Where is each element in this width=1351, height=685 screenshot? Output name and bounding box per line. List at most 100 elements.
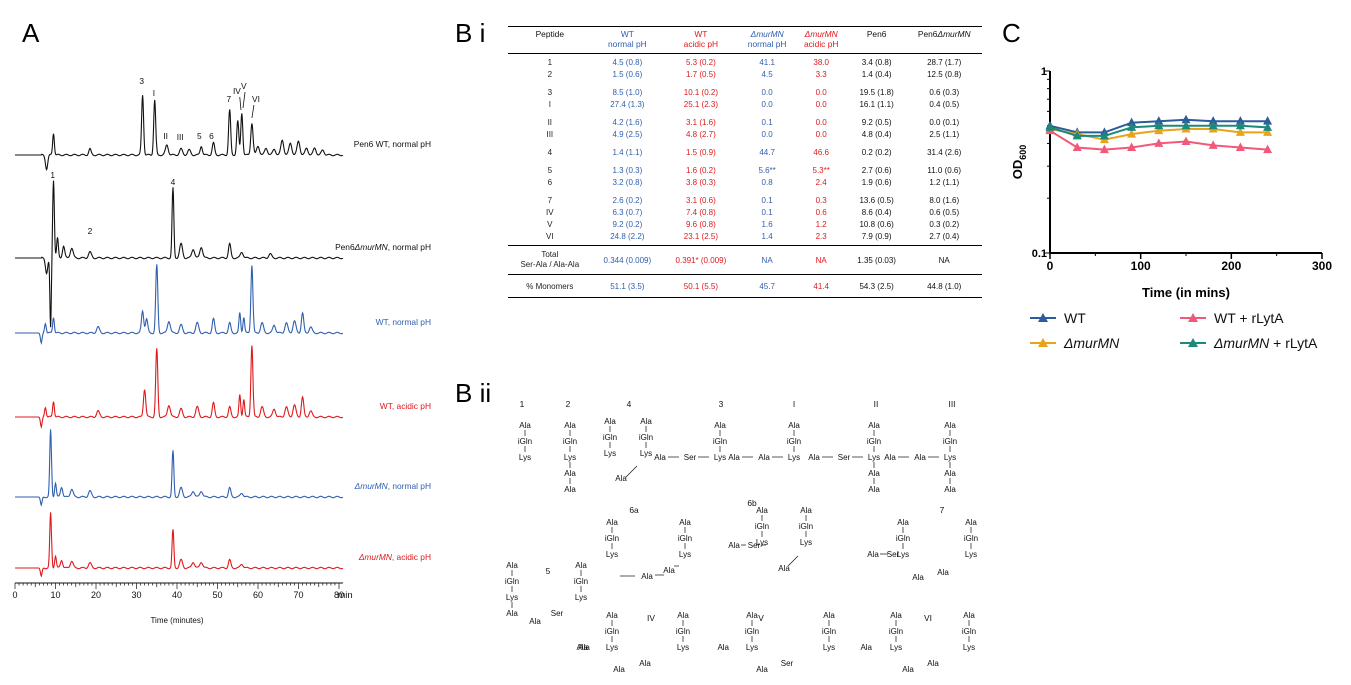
- value-cell: 0.1: [761, 117, 773, 127]
- residue-label: Ala: [890, 611, 902, 620]
- chromatogram-panel: Pen6 WT, normal pH Pen6ΔmurMN, normal pH W…: [0, 0, 470, 680]
- data-point-marker: [1127, 122, 1137, 131]
- legend-item: WT: [1030, 310, 1086, 326]
- residue-label: Ala: [576, 643, 588, 652]
- residue-label: Ala: [927, 659, 939, 668]
- x-tick-label: 200: [1221, 259, 1241, 273]
- residue-label: Ala: [728, 453, 740, 462]
- x-tick-label: 0: [12, 590, 17, 600]
- residue-label: Ala: [679, 518, 691, 527]
- residue-label: Ala: [912, 573, 924, 582]
- residue-label: Lys: [679, 550, 691, 559]
- residue-label: Ala: [868, 421, 880, 430]
- value-cell: 0.4 (0.5): [929, 99, 960, 109]
- label-line: Ser-Ala / Ala-Ala: [520, 260, 580, 269]
- value-cell: 4.2 (1.6): [612, 117, 643, 127]
- residue-label: Lys: [746, 643, 758, 652]
- peak-label: 4: [171, 177, 176, 187]
- data-point-marker: [1127, 142, 1137, 151]
- structure-number: IV: [647, 613, 655, 623]
- table-header: Pen6: [847, 27, 907, 54]
- table-row: II 4.2 (1.6) 3.1 (1.6) 0.1 0.0 9.2 (0.5) 0.0 (…: [508, 116, 982, 128]
- growth-chart-svg: 0.1 1 0 100 200 300 OD600 Time (in mins): [1010, 66, 1332, 300]
- value-cell: 2.3: [815, 231, 827, 241]
- table-row: 7 2.6 (0.2) 3.1 (0.6) 0.1 0.3 13.6 (0.5) 8.0 (…: [508, 194, 982, 206]
- value-cell: 19.5 (1.8): [859, 87, 894, 97]
- residue-label: Ala: [800, 506, 812, 515]
- y-tick-label: 1: [1041, 66, 1047, 78]
- residue-label: Ser: [684, 453, 697, 462]
- peptide-name-cell: 4: [547, 147, 553, 157]
- table-header-line: ΔmurMN: [804, 29, 838, 39]
- value-cell: 1.2 (1.1): [929, 177, 960, 187]
- residue-label: Ala: [788, 421, 800, 430]
- structure-number: VI: [924, 613, 932, 623]
- value-cell: 8.6 (0.4): [861, 207, 892, 217]
- data-point-marker: [1045, 122, 1055, 131]
- value-cell: 46.6: [813, 147, 829, 157]
- legend-swatch-marker: [1038, 338, 1048, 347]
- x-tick-label: 60: [253, 590, 263, 600]
- residue-label: Ala: [944, 421, 956, 430]
- data-point-marker: [1263, 127, 1273, 136]
- residue-label: Ala: [564, 421, 576, 430]
- value-cell: 8.5 (1.0): [612, 87, 643, 97]
- x-tick-label: 300: [1312, 259, 1332, 273]
- residue-label: Lys: [714, 453, 726, 462]
- data-point-marker: [1208, 120, 1218, 130]
- legend-label: WT: [1064, 310, 1086, 326]
- data-point-marker: [1235, 120, 1245, 130]
- legend-swatch: [1030, 313, 1056, 322]
- residue-label: Ala: [914, 453, 926, 462]
- peak-label: VI: [252, 94, 260, 104]
- value-cell: 2.7 (0.6): [861, 165, 892, 175]
- residue-label: iGln: [676, 627, 690, 636]
- x-tick-label: 0: [1047, 259, 1054, 273]
- legend-item: ΔmurMN: [1030, 335, 1119, 351]
- value-cell: 0.0: [761, 129, 773, 139]
- structure-number: 3: [719, 399, 724, 409]
- residue-label: Ala: [575, 561, 587, 570]
- value-cell: 5.3 (0.2): [685, 57, 716, 67]
- residue-label: iGln: [505, 577, 519, 586]
- monomers-row: % Monomers 51.1 (3.5) 50.1 (5.5) 45.7 41.4 54…: [508, 274, 982, 298]
- table-header: Pen6ΔmurMN: [906, 27, 982, 54]
- table-row: 2 1.5 (0.6) 1.7 (0.5) 4.5 3.3 1.4 (0.4) 12.5 (…: [508, 68, 982, 80]
- chromatogram-trace-1: [15, 180, 344, 328]
- legend-item: ΔmurMN + rLytA: [1180, 335, 1317, 351]
- value-cell: 0.391* (0.009): [675, 255, 727, 265]
- data-point-marker: [1154, 116, 1164, 125]
- table-row: 1 4.5 (0.8) 5.3 (0.2) 41.1 38.0 3.4 (0.8) 28.7…: [508, 56, 982, 68]
- peak-pointer: [242, 91, 246, 109]
- chromatogram-trace-0: [15, 95, 344, 171]
- residue-label: Lys: [756, 538, 768, 547]
- residue-label: Ala: [897, 518, 909, 527]
- trace-label-4: ΔmurMN, normal pH: [354, 481, 431, 491]
- residue-label: Ala: [564, 485, 576, 494]
- value-cell: 10.1 (0.2): [683, 87, 718, 97]
- residue-label: iGln: [563, 437, 577, 446]
- structure-number: 4: [627, 399, 632, 409]
- x-tick-label: 20: [91, 590, 101, 600]
- peptide-table: Peptide WT normal pH WT acidic pH ΔmurMN norma…: [508, 26, 982, 298]
- residue-label: Lys: [564, 453, 576, 462]
- peak-label: 6: [209, 131, 214, 141]
- trace-label-3: WT, acidic pH: [380, 401, 431, 411]
- residue-label: Lys: [788, 453, 800, 462]
- residue-label: Lys: [606, 643, 618, 652]
- residue-label: iGln: [713, 437, 727, 446]
- value-cell: 50.1 (5.5): [683, 281, 718, 291]
- value-cell: 0.0: [761, 99, 773, 109]
- value-cell: 0.6 (0.3): [929, 87, 960, 97]
- table-header-line: WT: [620, 29, 634, 39]
- value-cell: 2.7 (0.4): [929, 231, 960, 241]
- residue-label: Lys: [677, 643, 689, 652]
- peptide-name-cell: 1: [547, 57, 553, 67]
- data-point-marker: [1235, 127, 1245, 136]
- residue-label: iGln: [518, 437, 532, 446]
- value-cell: 4.8 (0.4): [861, 129, 892, 139]
- residue-label: Ala: [519, 421, 531, 430]
- value-cell: 11.0 (0.6): [927, 165, 962, 175]
- value-cell: 1.7 (0.5): [685, 69, 716, 79]
- peak-label: 5: [197, 131, 202, 141]
